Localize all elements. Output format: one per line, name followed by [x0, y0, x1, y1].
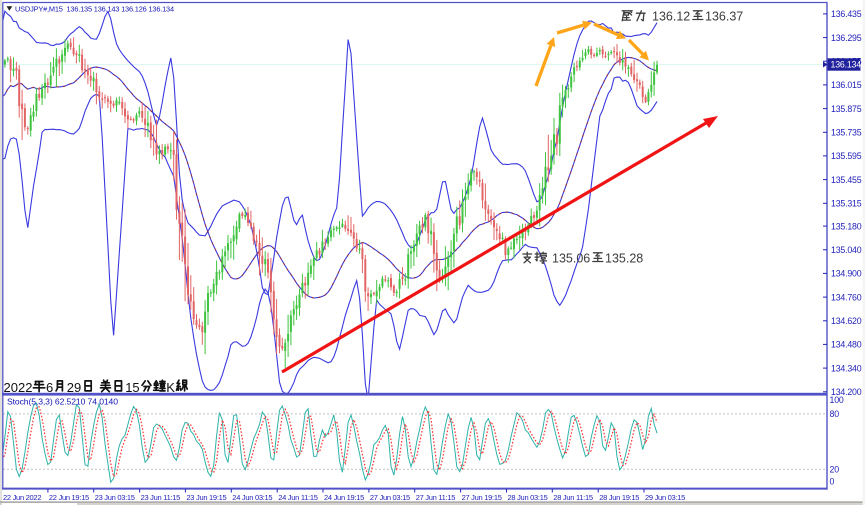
- svg-text:6: 6: [46, 380, 53, 395]
- svg-text:134.900: 134.900: [831, 269, 862, 279]
- svg-text:23 Jun 03:15: 23 Jun 03:15: [95, 493, 135, 502]
- svg-text:135.595: 135.595: [831, 151, 862, 161]
- svg-text:134.620: 134.620: [831, 316, 862, 326]
- svg-text:Stoch(5,3,3) 62.5210 74.0140: Stoch(5,3,3) 62.5210 74.0140: [7, 397, 118, 407]
- svg-text:27 Jun 19:15: 27 Jun 19:15: [462, 493, 502, 502]
- svg-text:24 Jun 19:15: 24 Jun 19:15: [324, 493, 364, 502]
- svg-text:135.180: 135.180: [831, 221, 862, 231]
- svg-text:29: 29: [67, 380, 81, 395]
- svg-text:22 Jun 19:15: 22 Jun 19:15: [49, 493, 89, 502]
- svg-text:100: 100: [830, 395, 844, 405]
- svg-text:136.134: 136.134: [831, 60, 862, 70]
- svg-text:24 Jun 03:15: 24 Jun 03:15: [232, 493, 272, 502]
- svg-text:USDJPY#,M15 136.135 136.143 1: USDJPY#,M15 136.135 136.143 136.126 136.…: [15, 5, 174, 14]
- svg-text:136.435: 136.435: [831, 9, 862, 19]
- svg-text:20: 20: [830, 464, 840, 474]
- svg-text:136.295: 136.295: [831, 33, 862, 43]
- svg-text:28 Jun 03:15: 28 Jun 03:15: [508, 493, 548, 502]
- svg-text:28 Jun 11:15: 28 Jun 11:15: [553, 493, 593, 502]
- svg-text:0: 0: [830, 477, 835, 487]
- svg-text:134.340: 134.340: [831, 363, 862, 373]
- svg-text:15: 15: [125, 380, 139, 395]
- svg-text:2022: 2022: [4, 380, 33, 395]
- svg-text:135.455: 135.455: [831, 175, 862, 185]
- svg-text:134.200: 134.200: [831, 387, 862, 397]
- svg-text:27 Jun 11:15: 27 Jun 11:15: [416, 493, 456, 502]
- svg-text:K: K: [166, 380, 175, 395]
- svg-text:23 Jun 11:15: 23 Jun 11:15: [141, 493, 181, 502]
- svg-text:135.875: 135.875: [831, 104, 862, 114]
- svg-text:135.28: 135.28: [605, 252, 643, 266]
- svg-text:23 Jun 19:15: 23 Jun 19:15: [186, 493, 226, 502]
- svg-text:80: 80: [830, 409, 840, 419]
- svg-text:27 Jun 03:15: 27 Jun 03:15: [370, 493, 410, 502]
- svg-text:134.760: 134.760: [831, 292, 862, 302]
- svg-text:29 Jun 03:15: 29 Jun 03:15: [645, 493, 685, 502]
- svg-text:136.37: 136.37: [705, 10, 743, 24]
- svg-text:135.735: 135.735: [831, 128, 862, 138]
- svg-text:136.12: 136.12: [652, 10, 690, 24]
- svg-text:136.015: 136.015: [831, 80, 862, 90]
- svg-text:135.315: 135.315: [831, 199, 862, 209]
- svg-text:22 Jun 2022: 22 Jun 2022: [3, 493, 41, 502]
- svg-text:28 Jun 19:15: 28 Jun 19:15: [599, 493, 639, 502]
- svg-text:134.480: 134.480: [831, 340, 862, 350]
- svg-text:135.040: 135.040: [831, 245, 862, 255]
- svg-text:24 Jun 11:15: 24 Jun 11:15: [278, 493, 318, 502]
- svg-text:135.06: 135.06: [552, 252, 590, 266]
